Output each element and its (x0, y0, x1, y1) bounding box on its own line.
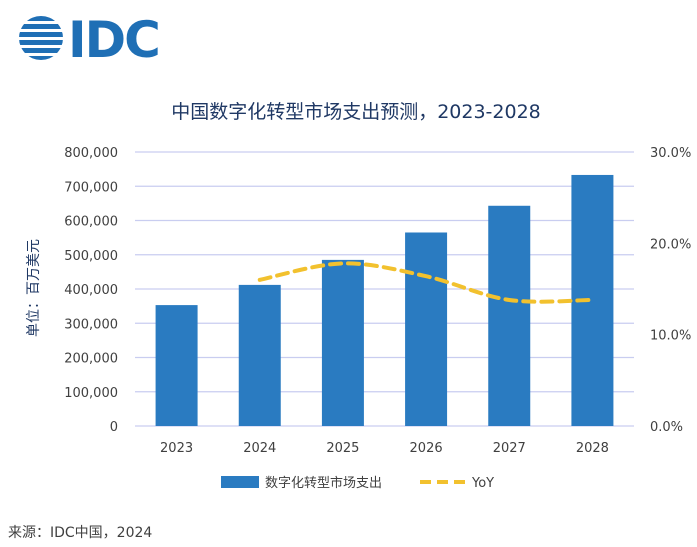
legend-bar-swatch (221, 476, 259, 488)
x-tick-label: 2024 (243, 441, 276, 456)
y-axis-ticks: 0 100,000 200,000 300,000 400,000 500,000 600,… (64, 146, 118, 435)
bar-2023 (155, 305, 198, 426)
y-tick-label: 0 (110, 420, 118, 435)
chart-title: 中国数字化转型市场支出预测，2023-2028 (171, 101, 541, 123)
y2-tick-label: 10.0% (650, 329, 691, 344)
bar-2026 (405, 232, 448, 426)
x-axis-ticks: 2023 2024 2025 2026 2027 2028 (160, 441, 609, 456)
y2-axis-ticks: 0.0% 10.0% 20.0% 30.0% (650, 146, 691, 435)
logo-text: IDC (68, 11, 159, 69)
legend-bar-label: 数字化转型市场支出 (265, 475, 382, 491)
bar-2024 (238, 284, 281, 426)
x-tick-label: 2028 (576, 441, 609, 456)
source-note: 来源：IDC中国，2024 (8, 525, 152, 541)
y-tick-label: 100,000 (64, 386, 118, 401)
bar-2025 (321, 259, 364, 426)
bar-2027 (488, 205, 531, 426)
y-axis-label: 单位：百万美元 (26, 239, 42, 337)
y-tick-label: 200,000 (64, 352, 118, 367)
legend: 数字化转型市场支出 YoY (221, 475, 494, 491)
idc-logo: IDC (19, 11, 161, 69)
gridlines (135, 151, 634, 427)
y-tick-label: 300,000 (64, 317, 118, 332)
y-tick-label: 800,000 (64, 146, 118, 161)
x-tick-label: 2026 (410, 441, 443, 456)
yoy-line-series (257, 261, 595, 304)
y-tick-label: 600,000 (64, 215, 118, 230)
y-tick-label: 700,000 (64, 180, 118, 195)
y2-tick-label: 30.0% (650, 146, 691, 161)
x-tick-label: 2023 (160, 441, 193, 456)
x-tick-label: 2025 (326, 441, 359, 456)
y2-tick-label: 20.0% (650, 237, 691, 252)
y-tick-label: 400,000 (64, 283, 118, 298)
y-tick-label: 500,000 (64, 249, 118, 264)
legend-line-label: YoY (471, 476, 494, 491)
globe-icon (19, 16, 63, 60)
x-tick-label: 2027 (493, 441, 526, 456)
y2-tick-label: 0.0% (650, 420, 683, 435)
